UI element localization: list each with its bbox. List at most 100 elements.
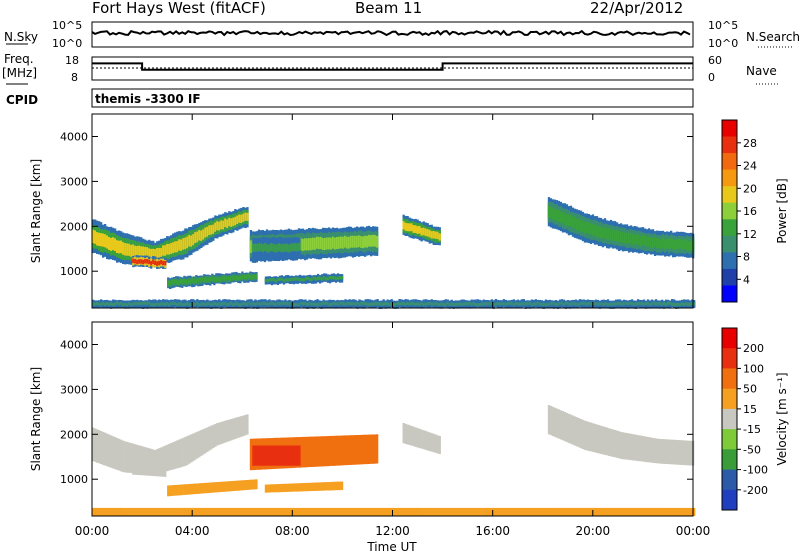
power-cell — [330, 302, 333, 306]
power-cell — [368, 302, 371, 306]
power-cell — [464, 302, 467, 306]
power-cell — [617, 230, 621, 242]
velocity-cell — [150, 464, 153, 476]
velocity-cell — [216, 507, 219, 516]
colorbar-swatch — [722, 368, 737, 390]
velocity-cell — [594, 507, 598, 516]
power-cell — [138, 245, 141, 257]
velocity-cell — [234, 417, 237, 439]
velocity-cell — [604, 507, 608, 516]
power-cell — [318, 276, 322, 280]
velocity-cell — [226, 507, 229, 516]
velocity-cell — [691, 507, 694, 516]
velocity-cell — [300, 483, 304, 492]
power-cell — [462, 302, 465, 306]
power-cell — [208, 301, 211, 306]
velocity-cell — [152, 464, 155, 476]
power-cell — [388, 303, 391, 307]
velocity-cell — [655, 438, 659, 464]
power-cell — [394, 303, 397, 307]
colorbar-tick-label: 8 — [743, 251, 750, 264]
velocity-cell — [94, 428, 97, 462]
power-cell — [288, 277, 292, 282]
velocity-cell — [355, 435, 359, 465]
velocity-cell — [264, 484, 268, 493]
velocity-cell — [194, 507, 197, 516]
velocity-cell — [587, 422, 591, 451]
power-cell — [166, 301, 169, 306]
power-cell — [522, 302, 525, 306]
power-cell — [332, 302, 335, 306]
velocity-cell — [274, 445, 277, 466]
x-tick-label: 20:00 — [576, 524, 611, 538]
power-cell — [600, 302, 604, 306]
velocity-cell — [332, 481, 336, 491]
power-cell — [378, 302, 381, 306]
power-cell — [176, 241, 179, 253]
power-cell — [603, 226, 607, 238]
velocity-cell — [430, 433, 433, 452]
velocity-cell — [597, 425, 601, 454]
velocity-cell — [554, 507, 558, 516]
velocity-cell — [282, 507, 285, 516]
power-cell — [648, 303, 652, 307]
velocity-cell — [408, 507, 411, 516]
velocity-cell — [568, 507, 572, 516]
velocity-cell — [551, 406, 555, 436]
velocity-cell — [677, 507, 680, 516]
power-cell — [220, 302, 223, 306]
velocity-cell — [150, 448, 153, 475]
velocity-cell — [309, 436, 313, 467]
power-cell — [94, 230, 97, 244]
power-cell — [181, 279, 184, 284]
power-cell — [130, 303, 133, 307]
power-cell — [347, 236, 351, 249]
velocity-cell — [168, 507, 171, 516]
velocity-cell — [557, 409, 561, 439]
power-cell — [252, 301, 255, 306]
power-cell — [156, 261, 159, 266]
velocity-cell — [228, 507, 231, 516]
power-cell — [262, 301, 265, 305]
velocity-cell — [144, 447, 147, 474]
power-cell — [140, 246, 143, 258]
velocity-cell — [476, 507, 479, 516]
power-cell — [124, 302, 127, 306]
colorbar-swatch — [722, 252, 737, 270]
power-cell — [162, 302, 165, 306]
power-cell — [276, 244, 279, 253]
velocity-cell — [394, 507, 397, 516]
velocity-cell — [110, 507, 113, 516]
velocity-cell — [204, 428, 207, 454]
power-cell — [144, 259, 147, 264]
velocity-cell — [693, 507, 696, 516]
power-cell — [402, 301, 405, 306]
colorbar-swatch — [722, 219, 737, 237]
power-cell — [476, 303, 479, 307]
velocity-cell — [558, 507, 562, 516]
power-cell — [326, 301, 329, 305]
velocity-cell — [256, 445, 259, 466]
power-cell — [235, 275, 238, 280]
power-cell — [380, 302, 383, 306]
power-cell — [238, 303, 241, 307]
velocity-cell — [514, 507, 517, 516]
velocity-cell — [574, 507, 578, 516]
power-cell — [596, 302, 600, 306]
nsearch-label: N.Search — [746, 30, 800, 44]
power-cell — [288, 302, 291, 306]
power-cell — [110, 237, 113, 251]
power-cell — [390, 302, 393, 306]
power-cell — [452, 303, 455, 307]
velocity-cell — [356, 507, 359, 516]
power-cell — [234, 216, 237, 226]
velocity-cell — [191, 483, 194, 495]
power-cell — [360, 302, 363, 306]
power-cell — [183, 279, 186, 284]
velocity-cell — [233, 480, 236, 491]
velocity-cell — [229, 481, 232, 492]
velocity-cell — [239, 480, 242, 491]
velocity-cell — [422, 507, 425, 516]
velocity-cell — [211, 482, 214, 493]
power-cell — [466, 302, 469, 306]
